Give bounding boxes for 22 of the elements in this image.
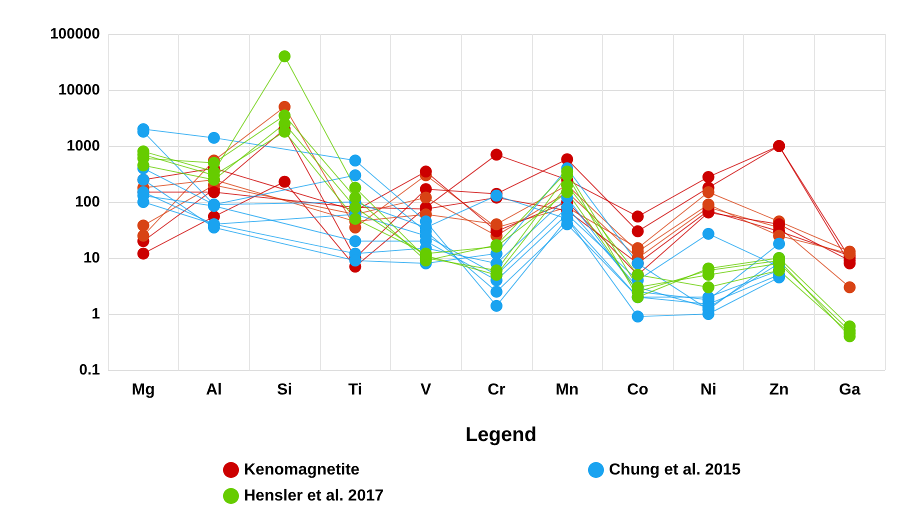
x-tick-label: Zn	[769, 382, 789, 398]
y-tick-label: 100	[74, 194, 100, 210]
y-tick-label: 10000	[58, 82, 100, 98]
x-tick-label: Mn	[556, 382, 579, 398]
legend-title: Legend	[465, 424, 537, 446]
legend-label: Hensler et al. 2017	[244, 488, 384, 504]
y-tick-label: 10	[83, 250, 100, 266]
legend-label: Chung et al. 2015	[609, 462, 741, 478]
x-tick-label: Co	[627, 382, 649, 398]
x-tick-label: Cr	[488, 382, 506, 398]
x-tick-label: Al	[206, 382, 222, 398]
x-tick-label: Ti	[348, 382, 362, 398]
x-tick-label: Ni	[700, 382, 716, 398]
x-tick-label: Mg	[132, 382, 155, 398]
legend-label: Kenomagnetite	[244, 462, 360, 478]
y-tick-label: 1	[92, 306, 100, 322]
x-tick-label: Si	[277, 382, 292, 398]
x-tick-label: Ga	[839, 382, 860, 398]
y-tick-label: 100000	[50, 26, 100, 42]
y-tick-label: 1000	[66, 138, 100, 154]
y-tick-label: 0.1	[79, 362, 100, 378]
x-tick-label: V	[420, 382, 432, 398]
